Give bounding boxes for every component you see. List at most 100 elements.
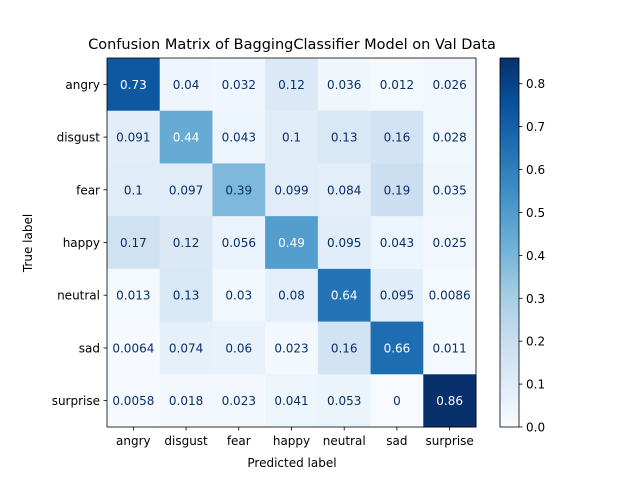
chart-title: Confusion Matrix of BaggingClassifier Mo… [88,37,496,53]
cell-value-label: 0.06 [225,341,252,355]
colorbar-tick-label: 0.7 [526,120,545,134]
heatmap-cell [107,321,161,375]
cell-value-label: 0.19 [384,183,411,197]
heatmap-cell [159,110,213,164]
heatmap-cell [159,268,213,323]
cell-value-label: 0.13 [173,289,200,303]
heatmap-cell [423,110,477,164]
colorbar-tick-label: 0.3 [526,292,545,306]
cell-value-label: 0.0064 [112,341,154,355]
heatmap-cell [317,216,372,270]
x-tick-label: disgust [164,434,208,448]
cell-value-label: 0.026 [432,78,466,92]
x-tick-label: angry [116,434,151,448]
cell-value-label: 0.44 [173,131,200,145]
cell-value-label: 0.099 [274,183,308,197]
heatmap-cell [159,216,213,270]
heatmap-cell [212,110,266,164]
heatmap-cell [265,321,319,375]
heatmap-cell [317,58,372,112]
colorbar-tick-label: 0.4 [526,249,545,263]
cell-value-label: 0.04 [173,78,200,92]
heatmap-cell [107,268,161,323]
cell-value-label: 0.08 [278,289,305,303]
x-tick-label: sad [386,434,407,448]
heatmap-cell [317,268,372,323]
y-tick-label: surprise [52,394,100,408]
heatmap-cell [423,58,477,112]
colorbar-tick-label: 0.2 [526,335,545,349]
cell-value-label: 0.043 [222,131,256,145]
heatmap-cell [107,374,161,428]
heatmap-cell [159,374,213,428]
heatmap-cell [212,58,266,112]
cell-value-label: 0.025 [432,236,466,250]
heatmap-cell [370,58,424,112]
heatmap-cell [212,216,266,270]
y-tick-label: fear [76,183,100,197]
cell-value-label: 0.86 [436,394,463,408]
cell-value-label: 0.041 [274,394,308,408]
heatmap-cell [370,110,424,164]
heatmap-cell [423,163,477,217]
cell-value-label: 0.091 [116,131,150,145]
y-tick-label: angry [65,78,100,92]
cell-value-label: 0.013 [116,289,150,303]
cell-value-label: 0.095 [327,236,361,250]
cell-value-label: 0.12 [173,236,200,250]
heatmap-cell [370,163,424,217]
cell-value-label: 0.056 [222,236,256,250]
heatmap-cell [107,163,161,217]
cell-value-label: 0.018 [169,394,203,408]
heatmap-cell [317,374,372,428]
heatmap-cell [159,163,213,217]
cell-value-label: 0.035 [432,183,466,197]
y-tick-label: neutral [57,289,100,303]
x-axis-ticks: angry disgust fear happy neutral sad surprise [116,427,474,448]
y-tick-label: happy [63,236,100,250]
heatmap-cell-labels: 0.73 0.04 0.032 0.12 0.036 0.012 0.026 0.091 0.4… [112,78,470,408]
cell-value-label: 0.011 [432,341,466,355]
colorbar-gradient [499,57,520,428]
heatmap-cell [317,110,372,164]
heatmap-cell [370,374,424,428]
y-axis-label: True label [21,214,35,273]
heatmap-cell [370,216,424,270]
cell-value-label: 0.036 [327,78,361,92]
heatmap-cell [423,321,477,375]
cell-value-label: 0.0086 [429,289,471,303]
cell-value-label: 0.074 [169,341,203,355]
cell-value-label: 0.1 [124,183,143,197]
y-axis-ticks: angry disgust fear happy neutral sad surprise [52,78,107,408]
heatmap-cell [317,321,372,375]
cell-value-label: 0.1 [282,131,301,145]
x-tick-label: happy [273,434,310,448]
cell-value-label: 0.023 [274,341,308,355]
colorbar-tick-label: 0.1 [526,378,545,392]
colorbar-tick-label: 0.8 [526,77,545,91]
cell-value-label: 0 [393,394,401,408]
cell-value-label: 0.66 [384,341,411,355]
heatmap-cell [265,374,319,428]
cell-value-label: 0.17 [120,236,147,250]
cell-value-label: 0.49 [278,236,305,250]
cell-value-label: 0.084 [327,183,361,197]
x-tick-label: neutral [323,434,366,448]
heatmap-cell [265,268,319,323]
colorbar: 0.0 0.1 0.2 0.3 0.4 0.5 0.6 0.7 0.8 [499,57,545,435]
colorbar-tick-label: 0.5 [526,206,545,220]
heatmap-cell [265,110,319,164]
heatmap-cells [106,57,477,428]
y-tick-label: sad [79,341,100,355]
heatmap-cell [265,58,319,112]
cell-value-label: 0.012 [380,78,414,92]
cell-value-label: 0.028 [432,131,466,145]
heatmap-cell [265,163,319,217]
heatmap-cell [107,58,161,112]
heatmap-cell [107,216,161,270]
y-tick-label: disgust [57,131,101,145]
heatmap-cell [159,58,213,112]
cell-value-label: 0.053 [327,394,361,408]
heatmap-cell [265,216,319,270]
colorbar-tick-label: 0.0 [526,421,545,435]
